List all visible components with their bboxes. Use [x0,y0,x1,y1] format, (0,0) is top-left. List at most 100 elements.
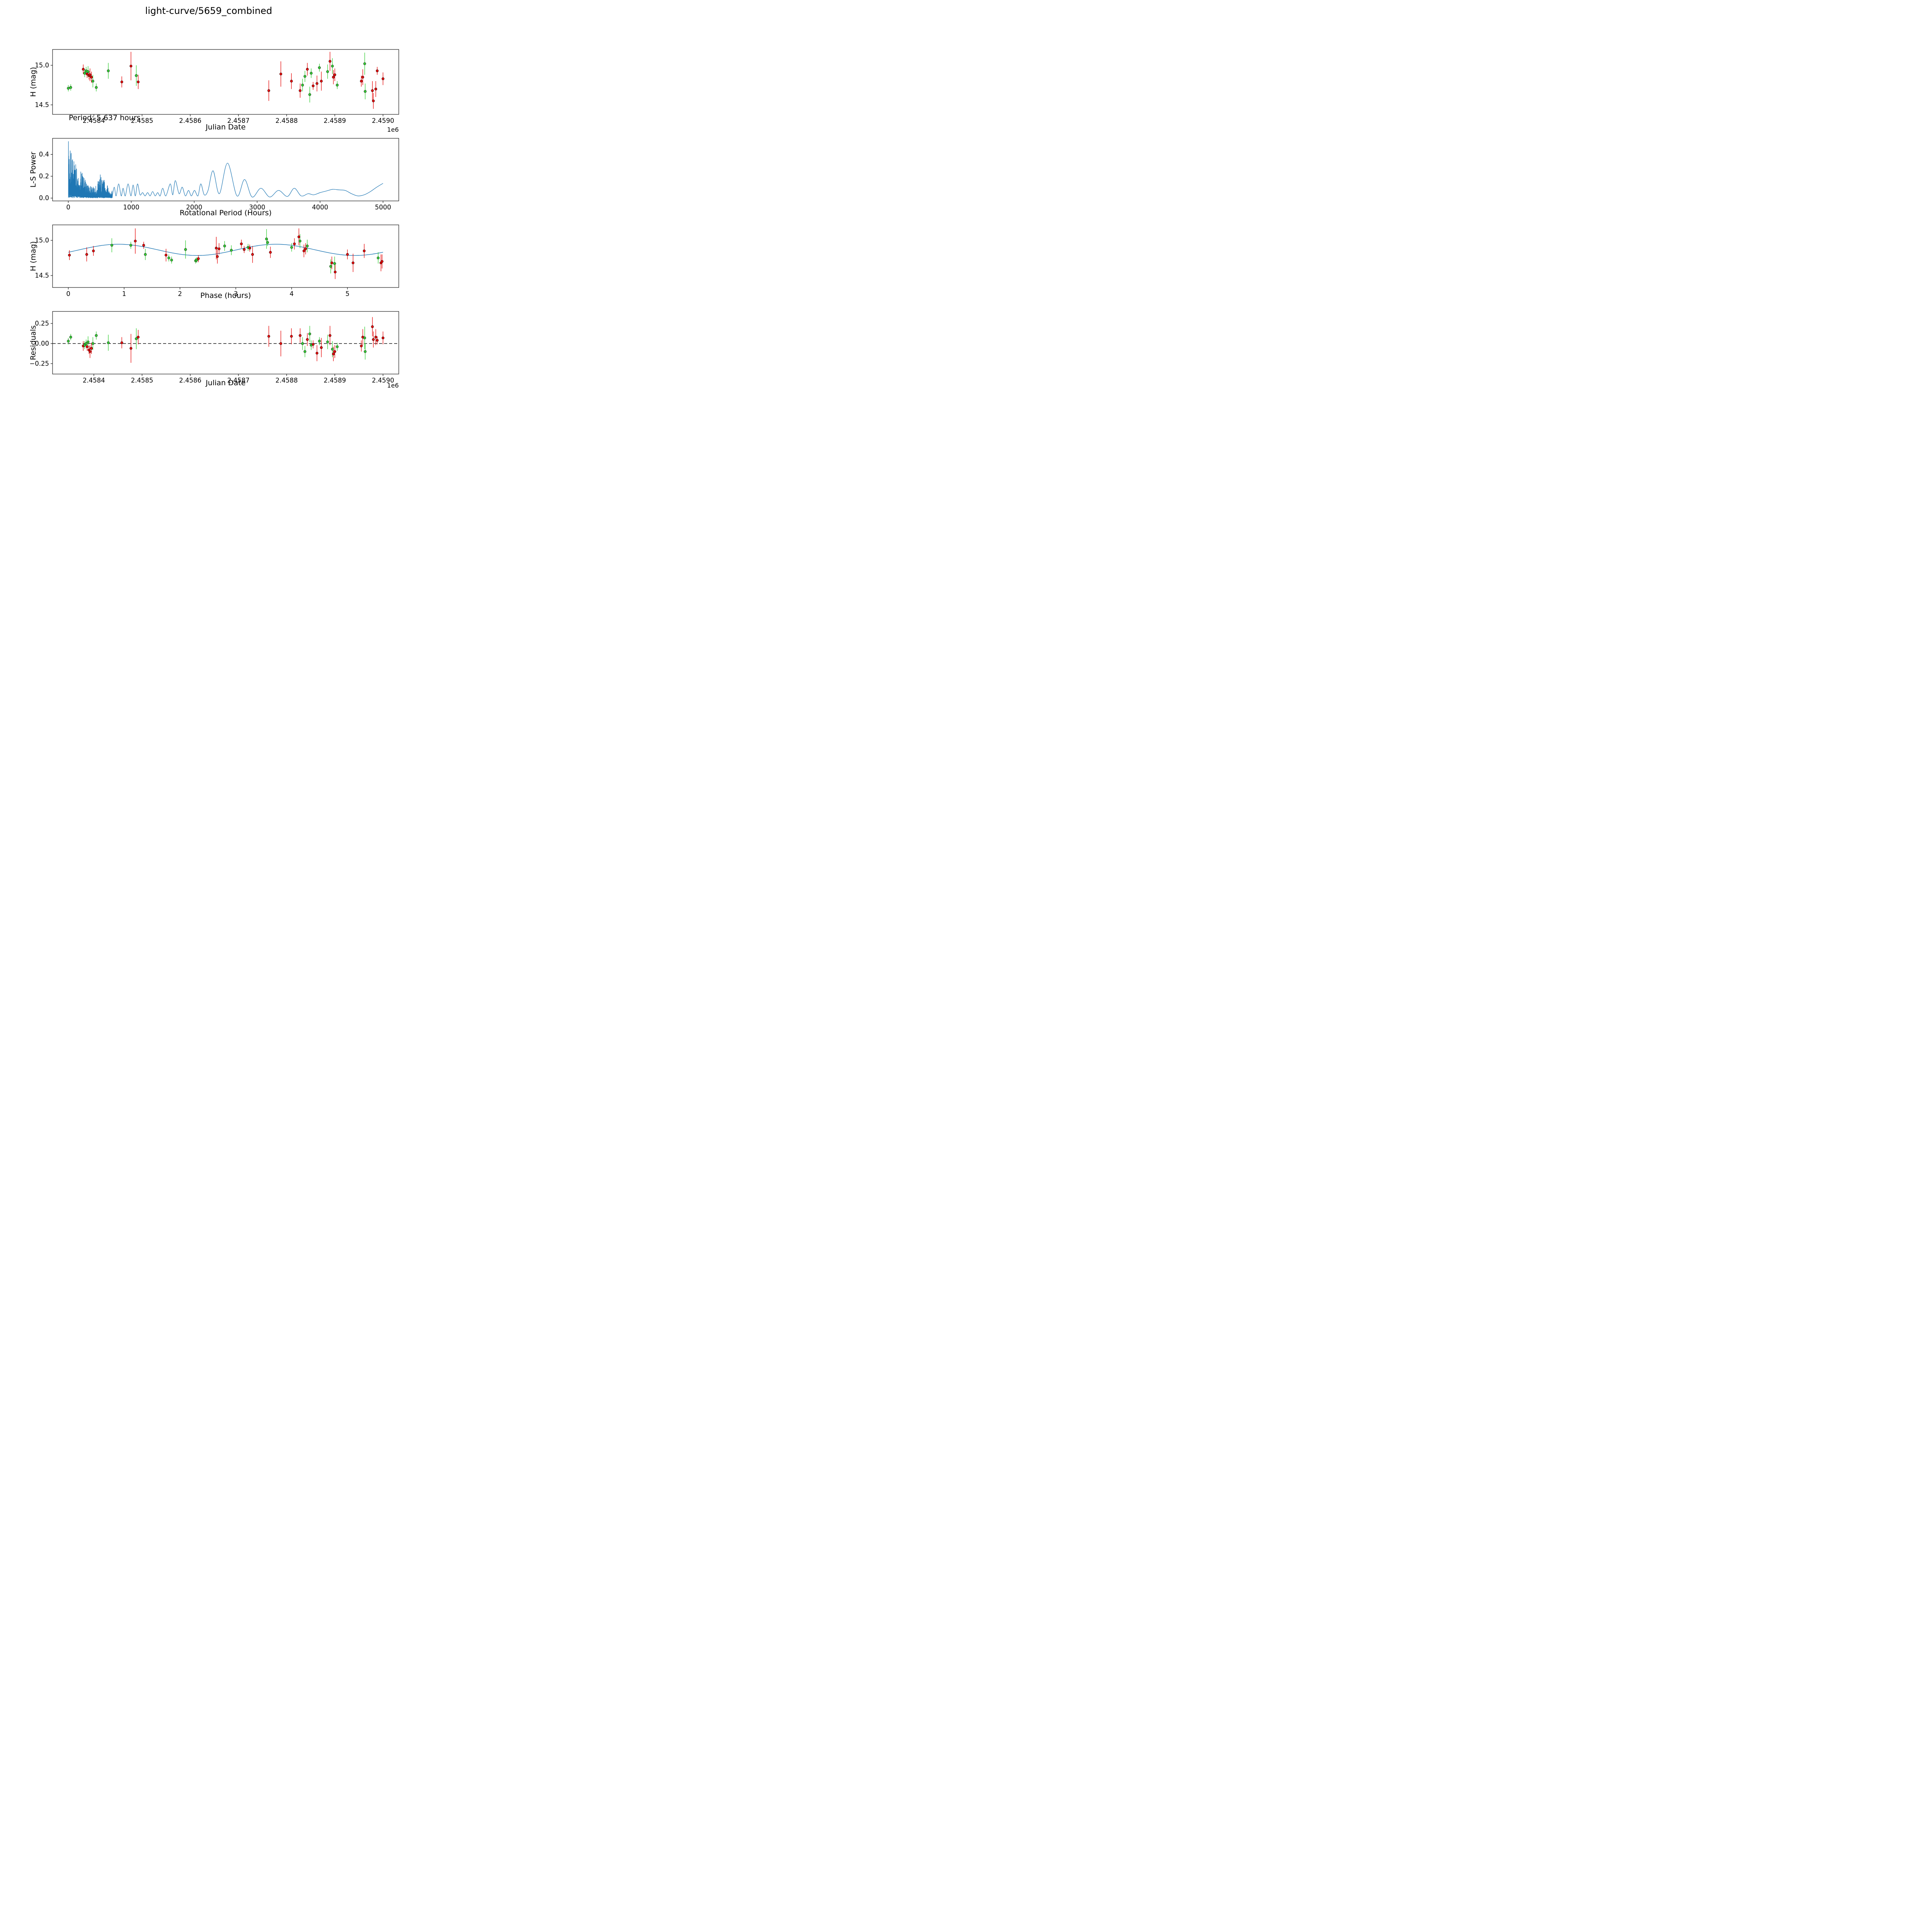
data-point [361,76,364,79]
data-point [269,251,272,254]
data-point [331,348,334,351]
data-point [333,350,337,353]
data-point [333,73,337,77]
data-point [83,71,86,75]
data-point [107,69,110,72]
data-point [144,253,147,256]
periodogram-ylabel: L-S Power [29,151,37,188]
phase-axes [52,224,399,288]
x-tick-label: 2.4585 [131,117,153,124]
data-point [326,340,329,344]
data-point [360,80,363,83]
data-point [364,350,367,353]
period-annotation: Period: 5.637 hours [69,114,141,122]
data-point [372,338,375,341]
data-point [306,68,309,71]
x-tick-label: 2.4588 [276,377,298,384]
data-point [333,262,336,265]
data-point [87,70,90,73]
data-point [88,73,92,77]
lightcurve-axes [52,49,399,115]
data-point [363,62,366,65]
data-point [85,72,88,76]
data-point [223,245,226,248]
data-point [301,342,304,345]
data-point [68,253,71,257]
data-point [304,247,307,250]
data-point [297,235,301,238]
data-point [137,335,140,339]
data-point [95,86,98,89]
x-tick-label: 2.4586 [179,117,201,124]
data-point [374,335,378,339]
phase-xlabel: Phase (hours) [200,291,251,300]
data-point [85,253,88,256]
x-tick-label: 5000 [375,204,391,211]
data-point [90,347,93,350]
data-point [293,242,296,245]
x-tick-label: 5 [345,290,350,298]
y-tick-label: 0.25 [35,320,49,327]
data-point [374,87,378,90]
data-point [95,334,98,337]
data-point [346,253,349,256]
data-point [306,338,309,341]
y-tick-label: 0.4 [39,151,49,158]
residuals-ylabel: Residuals [29,325,37,361]
data-point [230,248,233,252]
data-point [165,253,168,257]
data-point [129,65,133,68]
data-point [248,247,251,250]
x-tick-label: 0 [66,204,70,211]
x-tick-label: 2 [178,290,182,298]
data-point [240,242,243,245]
data-point [320,80,323,83]
data-point [197,257,200,260]
data-point [318,66,321,69]
data-point [303,350,306,353]
data-point [376,339,379,342]
x-tick-label: 4000 [312,204,328,211]
data-point [328,334,332,337]
data-point [311,84,315,87]
data-point [216,255,219,258]
data-point [299,89,302,92]
data-point [265,237,268,240]
y-tick-label: 15.0 [35,237,49,244]
data-point [69,335,72,339]
data-point [376,69,379,72]
data-point [308,332,311,335]
data-point [85,342,88,345]
data-point [336,83,339,87]
data-point [308,93,311,96]
data-point [267,335,270,338]
lightcurve-ylabel: H (mag) [29,67,37,97]
data-point [310,71,313,75]
periodogram-xlabel: Rotational Period (Hours) [179,209,272,217]
x-tick-label: 2.4588 [276,117,298,124]
data-point [318,340,321,343]
lightcurve-xlabel: Julian Date [206,123,246,131]
data-point [69,86,72,89]
data-point [352,261,355,264]
figure-title: light-curve/5659_combined [145,5,272,16]
data-point [302,249,306,252]
x-tick-label: 3 [234,290,238,298]
y-tick-label: 14.5 [35,101,49,109]
x-tick-label: 2.4590 [372,377,394,384]
data-point [184,248,187,251]
data-point [134,240,137,243]
data-point [371,89,374,92]
data-point [90,76,93,79]
plot-canvas: 2.4584 2.4585 2.4586 2.4587 2.4588 2.4589 2.45… [29,49,399,384]
x-tick-label: 2000 [186,204,202,211]
data-point [170,259,173,262]
residuals-axis-offset: 1e6 [387,382,399,389]
x-tick-label: 0 [66,290,70,298]
data-point [120,80,123,83]
data-point [215,247,218,250]
data-point [328,60,332,63]
data-point [326,70,329,73]
y-tick-label: 14.5 [35,272,49,279]
data-point [279,342,282,345]
